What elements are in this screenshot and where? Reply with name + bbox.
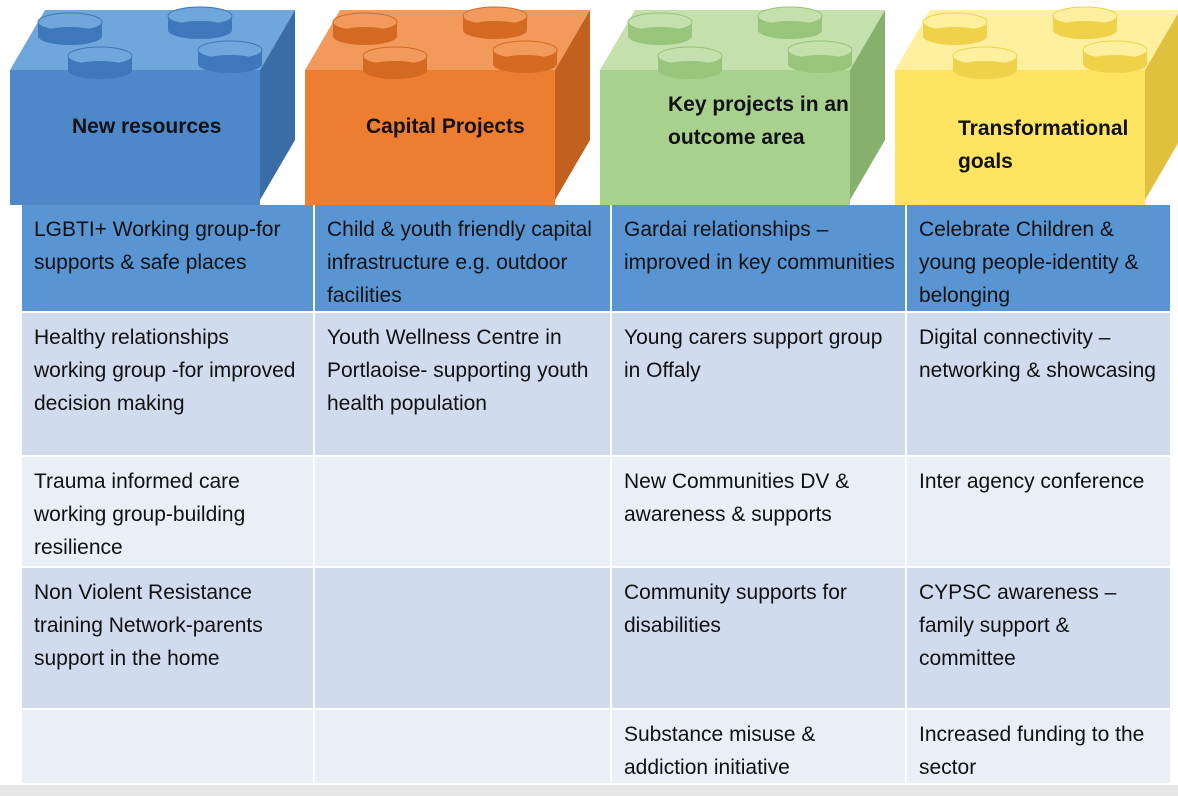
brick-stud-base xyxy=(363,61,427,79)
brick-stud-base xyxy=(953,61,1017,79)
table-cell: Healthy relationships working group -for… xyxy=(22,313,315,457)
header-cell: Gardai relationships – improved in key c… xyxy=(612,205,907,313)
brick-stud-base xyxy=(38,27,102,45)
table-cell: Digital connectivity – networking & show… xyxy=(907,313,1172,457)
table-cell: Trauma informed care working group-build… xyxy=(22,457,315,568)
brick-side xyxy=(850,10,885,200)
table-cell xyxy=(315,710,612,785)
header-cell: LGBTI+ Working group-for supports & safe… xyxy=(22,205,315,313)
brick-front xyxy=(600,70,850,205)
table-cell xyxy=(315,457,612,568)
brick-stud-base xyxy=(1083,55,1147,73)
brick-stud-base xyxy=(628,27,692,45)
brick-front xyxy=(305,70,555,205)
brick-stud-base xyxy=(333,27,397,45)
brick-stud-base xyxy=(168,21,232,39)
brick-front xyxy=(895,70,1145,205)
table-cell: Young carers support group in Offaly xyxy=(612,313,907,457)
table-cell: New Communities DV & awareness & support… xyxy=(612,457,907,568)
header-cell: Celebrate Children & young people-identi… xyxy=(907,205,1172,313)
brick-side xyxy=(260,10,295,200)
brick-side xyxy=(555,10,590,200)
table-cell: Community supports for disabilities xyxy=(612,568,907,710)
table-cell: Inter agency conference xyxy=(907,457,1172,568)
brick-stud-base xyxy=(68,61,132,79)
bricks-illustration xyxy=(10,6,1178,205)
brick-stud-base xyxy=(463,21,527,39)
brick-label: New resources xyxy=(72,115,222,138)
brick-stud-base xyxy=(923,27,987,45)
table-cell: Non Violent Resistance training Network-… xyxy=(22,568,315,710)
brick-label: Capital Projects xyxy=(366,115,525,138)
footer-strip xyxy=(0,785,1178,796)
brick-label: Transformational goals xyxy=(958,117,1129,173)
brick-side xyxy=(1145,13,1178,200)
brick-stud-base xyxy=(1053,21,1117,39)
table-cell xyxy=(22,710,315,785)
header-cell: Child & youth friendly capital infrastru… xyxy=(315,205,612,313)
table-cell: Increased funding to the sector xyxy=(907,710,1172,785)
table-cell: CYPSC awareness – family support & commi… xyxy=(907,568,1172,710)
brick-stud-base xyxy=(198,55,262,73)
brick-stud-base xyxy=(658,61,722,79)
brick-front xyxy=(10,70,260,205)
table-cell: Substance misuse & addiction initiative xyxy=(612,710,907,785)
table-cell: Youth Wellness Centre in Portlaoise- sup… xyxy=(315,313,612,457)
brick-stud-base xyxy=(493,55,557,73)
table-cell xyxy=(315,568,612,710)
table: LGBTI+ Working group-for supports & safe… xyxy=(22,205,1172,785)
brick-label: Key projects in an outcome area xyxy=(668,93,849,149)
brick-stud-base xyxy=(788,55,852,73)
brick-stud-base xyxy=(758,21,822,39)
